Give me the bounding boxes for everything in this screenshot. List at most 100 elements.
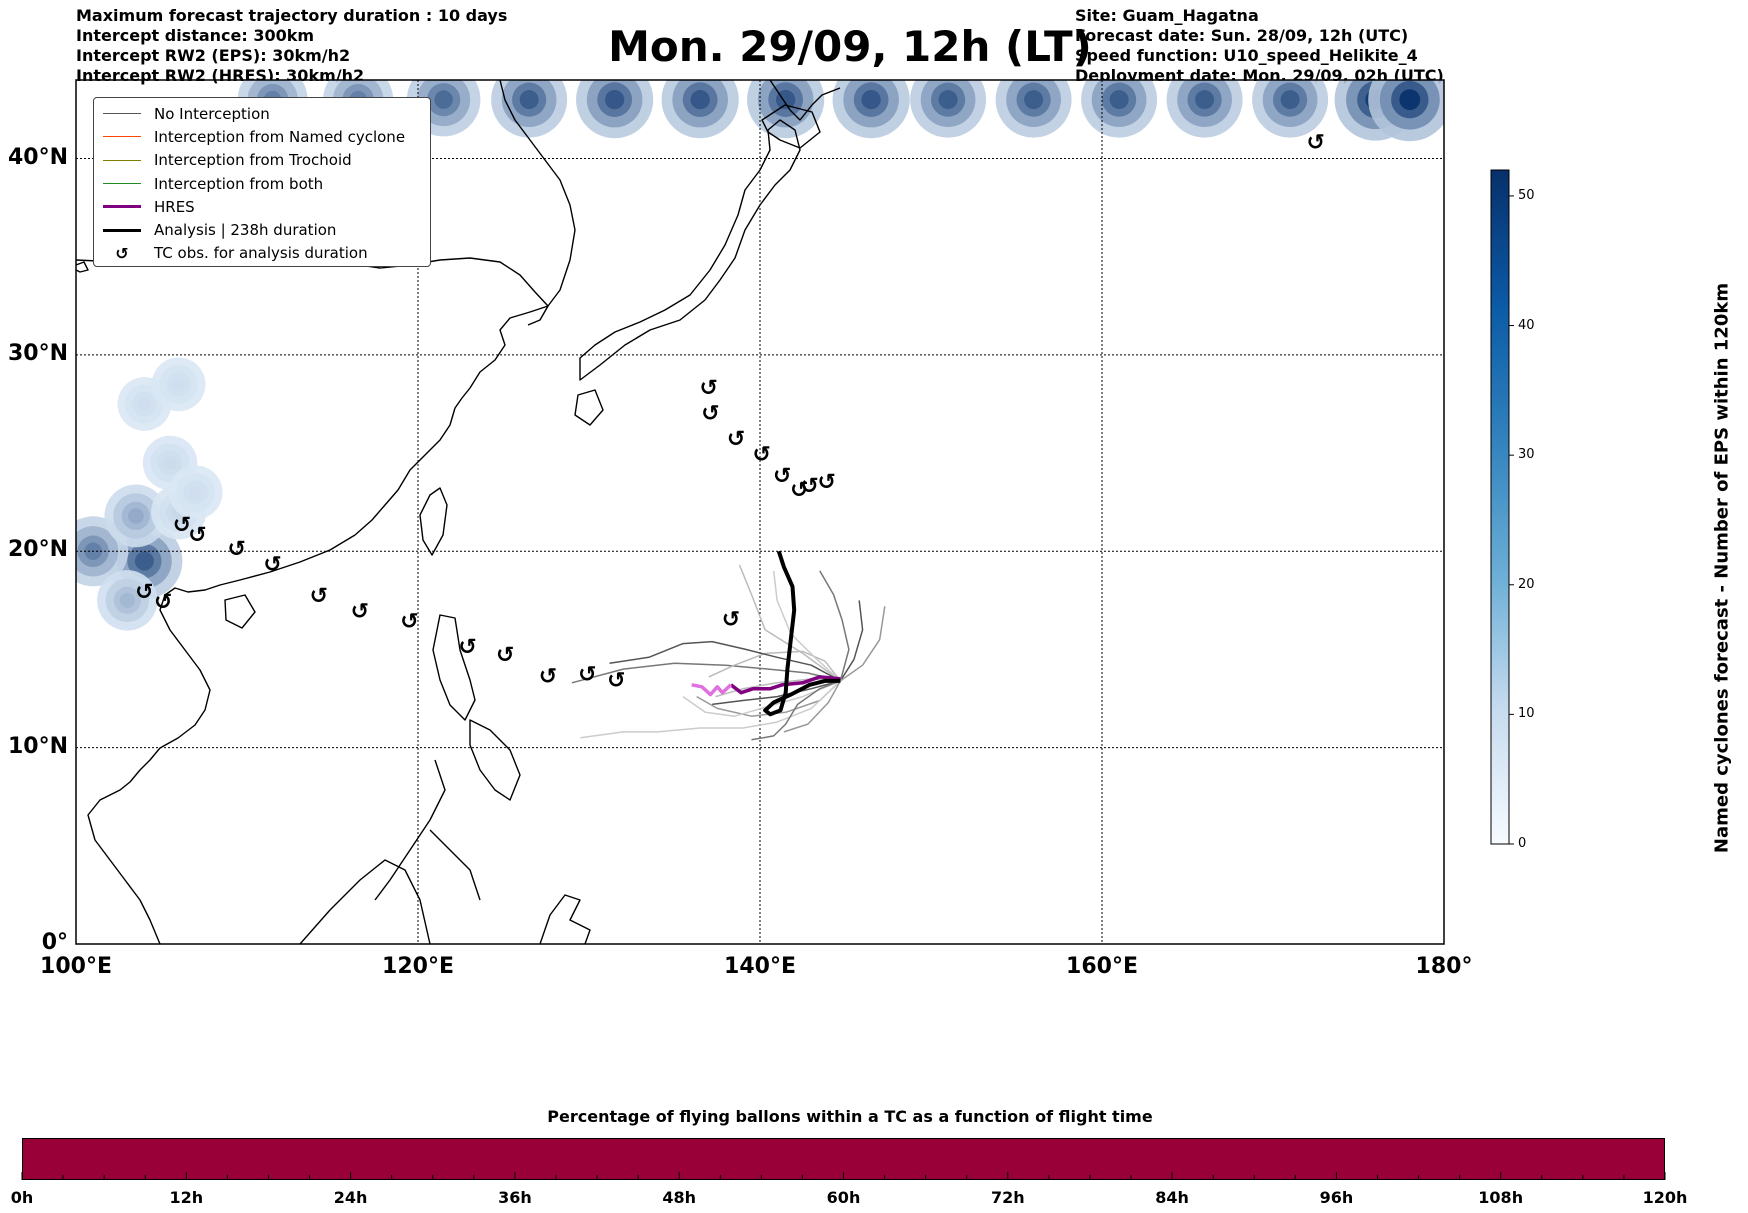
cyclone-density-blob	[151, 357, 206, 412]
colorbar-tick-label: 0	[1518, 836, 1527, 851]
colorbar-tick-label: 10	[1518, 706, 1535, 722]
eps-track	[715, 678, 841, 698]
legend-label: No Interception	[154, 104, 270, 123]
eps-track	[738, 564, 841, 682]
legend-item: No Interception	[102, 102, 422, 125]
coastline-layer	[76, 80, 841, 944]
lon-label: 180°	[1415, 954, 1473, 979]
cyclone-icon: ↺	[699, 376, 717, 401]
info-line: Speed function: U10_speed_Helikite_4	[1075, 46, 1418, 65]
coastline-mainland	[76, 249, 549, 944]
eps-track	[609, 640, 841, 682]
coastline-japan	[579, 119, 801, 381]
coastline-hainan	[224, 594, 256, 629]
legend-item: Interception from both	[102, 172, 422, 195]
legend-swatch	[102, 153, 142, 167]
coastline-taiwan	[419, 487, 448, 556]
eps-track	[839, 606, 886, 682]
eps-trajectories	[571, 564, 886, 741]
cyclone-icon: ↺	[578, 662, 596, 687]
cyclone-density-blob	[491, 80, 568, 138]
legend-swatch	[102, 130, 142, 144]
info-line: Intercept distance: 300km	[76, 26, 315, 45]
cyclone-density-blob	[104, 484, 168, 548]
coastline-hokkaido	[761, 104, 821, 149]
cyclone-icon: ↺	[263, 553, 281, 578]
colorbar-gradient	[1490, 169, 1510, 845]
cyclone-icon: ↺	[188, 523, 206, 548]
cyclone-icon: ↺	[701, 401, 719, 426]
eps-track	[708, 650, 841, 682]
cyclone-icon: ↺	[228, 537, 246, 562]
lat-label: 30°N	[7, 340, 68, 366]
flight-time-bar	[22, 1138, 1665, 1180]
cyclone-density-layer	[76, 80, 1444, 631]
eps-track	[712, 680, 841, 706]
hres-track	[729, 675, 841, 695]
colorbar-label: Named cyclones forecast - Number of EPS …	[1711, 282, 1733, 854]
cyclone-icon: ↺	[351, 600, 369, 625]
colorbar-tick-label: 30	[1518, 447, 1535, 463]
cyclone-density-blob	[1081, 80, 1158, 138]
legend-label: Interception from both	[154, 174, 324, 193]
analysis-track	[763, 550, 841, 717]
colorbar-tick-label: 40	[1518, 317, 1535, 333]
flight-time-label: 120h	[1642, 1188, 1688, 1207]
cyclone-icon: ↺	[752, 443, 770, 468]
cyclone-icon: ↺	[817, 470, 835, 495]
cyclone-icon: ↺	[115, 243, 129, 263]
info-line: Forecast date: Sun. 28/09, 12h (UTC)	[1075, 26, 1409, 45]
lat-label: 20°N	[7, 537, 68, 563]
info-line: Intercept RW2 (EPS): 30km/h2	[76, 46, 351, 65]
colorbar-ticks	[1509, 195, 1514, 845]
lat-label: 40°N	[7, 144, 68, 170]
flight-time-label: 60h	[826, 1188, 861, 1207]
legend-swatch	[102, 107, 142, 121]
legend-swatch	[102, 177, 142, 191]
flight-time-label: 96h	[1319, 1188, 1354, 1207]
eps-track	[751, 680, 841, 741]
cyclone-icon: ↺	[800, 474, 818, 499]
lon-label: 120°E	[382, 954, 454, 979]
flight-time-label: 0h	[10, 1188, 34, 1207]
cyclone-icon: ↺	[135, 580, 153, 605]
eps-track	[819, 570, 850, 682]
cyclone-density-blob	[747, 80, 825, 139]
flight-time-label: 72h	[990, 1188, 1025, 1207]
cyclone-density-blob	[995, 80, 1072, 138]
legend-item: Analysis | 238h duration	[102, 218, 422, 241]
flight-time-label: 84h	[1155, 1188, 1189, 1207]
cyclone-icon: ↺	[310, 584, 328, 609]
cyclone-icon: ↺	[400, 609, 418, 634]
cyclone-density-blob	[910, 80, 987, 138]
cyclone-icon: ↺	[173, 513, 191, 538]
flight-time-label: 108h	[1478, 1188, 1524, 1207]
lat-label: 0°	[41, 930, 68, 955]
legend-label: Interception from Trochoid	[154, 151, 352, 170]
colorbar-tick-label: 20	[1518, 576, 1535, 592]
legend-item: Interception from Named cyclone	[102, 125, 422, 148]
legend-swatch	[102, 200, 142, 214]
flight-time-title: Percentage of flying ballons within a TC…	[547, 1107, 1153, 1126]
legend-label: Interception from Named cyclone	[154, 127, 406, 146]
flight-time-label: 12h	[169, 1188, 204, 1207]
hres-track-late	[691, 683, 733, 697]
page-title: Mon. 29/09, 12h (LT)	[608, 22, 1092, 71]
eps-track	[580, 680, 841, 739]
legend-label: Analysis | 238h duration	[154, 221, 337, 240]
cyclone-density-blob	[661, 80, 739, 139]
lat-label: 10°N	[7, 733, 68, 759]
cyclone-icon: ↺	[773, 464, 791, 489]
flight-time-label: 36h	[498, 1188, 532, 1207]
cyclone-icon: ↺	[722, 608, 740, 633]
coastline-korea	[499, 80, 576, 326]
cyclone-icon: ↺	[496, 643, 514, 668]
flight-time-label: 48h	[662, 1188, 697, 1207]
eps-track	[682, 680, 841, 717]
legend-label: TC obs. for analysis duration	[154, 244, 368, 263]
legend-item: ↺ TC obs. for analysis duration	[102, 242, 422, 265]
cyclone-density-blob	[576, 80, 654, 139]
eps-track	[839, 600, 864, 682]
cyclone-density-blob	[97, 570, 158, 631]
